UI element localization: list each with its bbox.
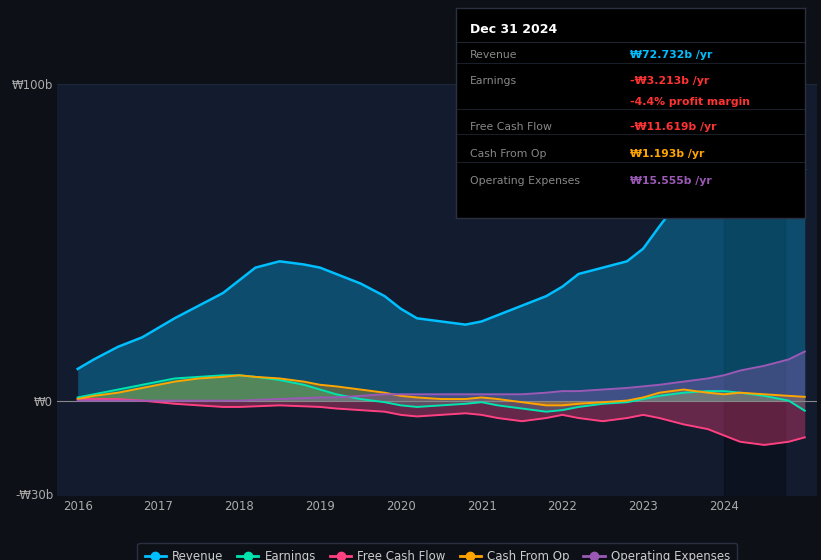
- Legend: Revenue, Earnings, Free Cash Flow, Cash From Op, Operating Expenses: Revenue, Earnings, Free Cash Flow, Cash …: [137, 543, 737, 560]
- Text: Revenue: Revenue: [470, 50, 517, 60]
- Text: -₩30b: -₩30b: [16, 489, 53, 502]
- Text: Cash From Op: Cash From Op: [470, 149, 546, 159]
- Text: Earnings: Earnings: [470, 76, 516, 86]
- Text: ₩15.555b /yr: ₩15.555b /yr: [631, 176, 712, 186]
- Text: Operating Expenses: Operating Expenses: [470, 176, 580, 186]
- Bar: [724, 84, 785, 496]
- Text: -₩11.619b /yr: -₩11.619b /yr: [631, 122, 717, 132]
- Text: Dec 31 2024: Dec 31 2024: [470, 23, 557, 36]
- Text: ₩1.193b /yr: ₩1.193b /yr: [631, 149, 704, 159]
- Text: Free Cash Flow: Free Cash Flow: [470, 122, 552, 132]
- Text: ₩72.732b /yr: ₩72.732b /yr: [631, 50, 713, 60]
- Text: -4.4% profit margin: -4.4% profit margin: [631, 97, 750, 106]
- Text: -₩3.213b /yr: -₩3.213b /yr: [631, 76, 709, 86]
